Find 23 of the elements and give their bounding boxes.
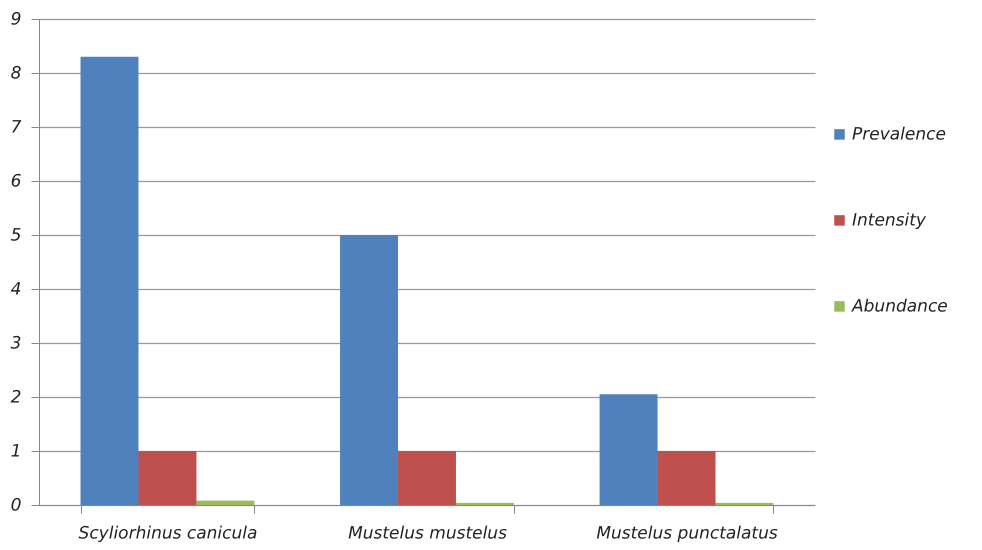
y-tick-label: 7: [10, 118, 22, 138]
x-tick-label: Mustelus mustelus: [348, 524, 508, 544]
bar: [658, 451, 716, 505]
y-tick-label: 4: [10, 280, 22, 300]
legend-label: Abundance: [851, 296, 948, 316]
legend-label: Prevalence: [852, 124, 946, 144]
y-tick-label: 9: [10, 10, 22, 30]
y-tick-label: 1: [10, 442, 22, 462]
bar: [600, 394, 658, 505]
y-tick-label: 0: [10, 496, 22, 516]
bar: [340, 235, 398, 505]
y-tick-label: 5: [10, 226, 22, 246]
y-tick-label: 2: [10, 388, 22, 408]
y-tick-label: 3: [10, 334, 22, 354]
legend-label: Intensity: [852, 210, 927, 230]
bar: [196, 500, 254, 505]
bar: [138, 451, 196, 505]
y-tick-label: 6: [10, 172, 22, 192]
x-tick-label: Mustelus punctalatus: [596, 524, 778, 544]
bar: [398, 451, 456, 505]
x-tick-label: Scyliorhinus canicula: [78, 524, 258, 544]
y-tick-label: 8: [10, 64, 22, 84]
bar: [80, 56, 138, 505]
